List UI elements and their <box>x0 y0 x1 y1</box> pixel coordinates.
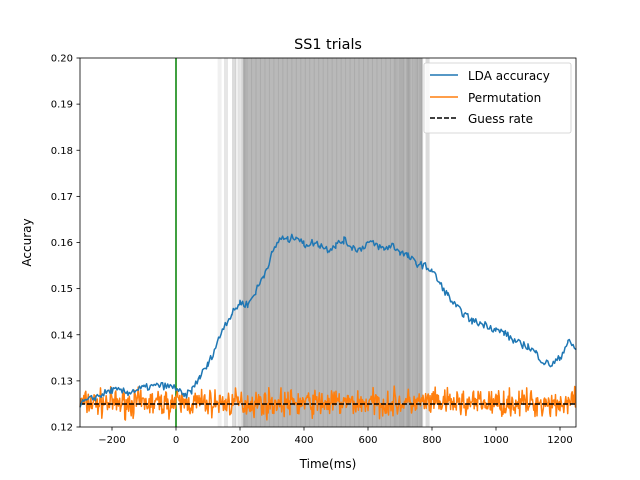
significance-band-edge <box>400 58 404 427</box>
permutation-line <box>79 385 577 421</box>
significance-shading <box>217 58 430 427</box>
x-tick-label: 1200 <box>547 435 572 446</box>
x-tick-label: 800 <box>422 435 441 446</box>
y-tick-label: 0.12 <box>51 423 73 434</box>
significance-band-edge <box>241 58 246 427</box>
significance-band-edge <box>425 58 430 427</box>
significance-band-edge <box>224 58 228 427</box>
x-axis-ticks: −200 0 200 400 600 800 1000 1200 <box>98 427 573 446</box>
x-tick-label: 0 <box>173 435 179 446</box>
x-axis-label: Time(ms) <box>299 457 357 471</box>
y-tick-label: 0.14 <box>51 330 73 341</box>
x-tick-label: −200 <box>98 435 125 446</box>
lda-accuracy-line <box>79 233 577 408</box>
significance-band-edge <box>235 58 240 427</box>
y-tick-label: 0.16 <box>51 238 73 249</box>
legend: LDA accuracy Permutation Guess rate <box>423 62 572 134</box>
legend-box <box>423 62 572 134</box>
legend-label-lda: LDA accuracy <box>468 69 550 83</box>
significance-band-edge <box>217 58 222 427</box>
significance-band <box>243 58 423 427</box>
x-tick-label: 200 <box>230 435 249 446</box>
x-tick-label: 400 <box>294 435 313 446</box>
x-tick-label: 600 <box>358 435 377 446</box>
y-tick-label: 0.15 <box>51 284 73 295</box>
significance-band-edge <box>419 58 424 427</box>
y-tick-label: 0.13 <box>51 376 73 387</box>
chart-title: SS1 trials <box>294 37 362 53</box>
legend-label-permutation: Permutation <box>468 91 541 105</box>
y-tick-label: 0.17 <box>51 192 73 203</box>
significance-band-edge <box>238 58 243 427</box>
lda-accuracy-series <box>79 233 577 408</box>
y-axis-ticks: 0.12 0.13 0.14 0.15 0.16 0.17 0.18 0.19 0.20 <box>51 54 80 434</box>
permutation-series <box>79 385 577 421</box>
significance-band-edge <box>393 58 398 427</box>
significance-band-edge <box>414 58 419 427</box>
y-tick-label: 0.20 <box>51 54 73 65</box>
y-axis-label: Accuray <box>20 218 34 266</box>
x-tick-label: 1000 <box>483 435 508 446</box>
y-tick-label: 0.19 <box>51 100 73 111</box>
legend-label-guess-rate: Guess rate <box>468 112 533 126</box>
significance-band-edge <box>232 58 236 427</box>
y-tick-label: 0.18 <box>51 146 73 157</box>
